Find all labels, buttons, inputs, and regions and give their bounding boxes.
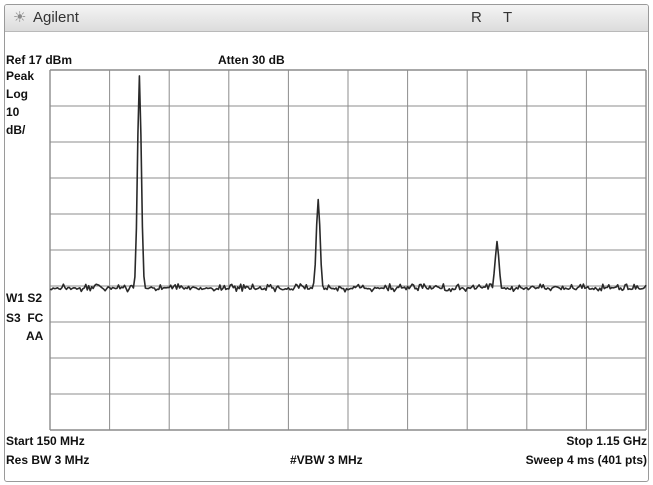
agilent-logo-icon: ☀ [13,9,27,26]
status-flag-t: T [503,9,513,26]
trace-status-line2: S3 FC [6,311,44,325]
analyzer-window: ☀ Agilent R T [4,4,649,482]
trace-status-line1: W1 S2 [6,291,43,305]
vbw-label: #VBW 3 MHz [290,453,363,467]
coupling-label: AA [26,329,44,343]
attenuation-label: Atten 30 dB [218,53,285,67]
window-title: Agilent [33,9,79,26]
ref-level-label: Ref 17 dBm [6,53,73,67]
spectrum-trace [49,75,647,293]
graticule [49,69,647,431]
detector-label: Peak [6,69,35,83]
sweep-label: Sweep 4 ms (401 pts) [525,453,647,467]
scale-unit-label: dB/ [6,123,26,137]
stop-frequency-label: Stop 1.15 GHz [566,434,647,448]
start-frequency-label: Start 150 MHz [6,434,85,448]
scale-value-label: 10 [6,105,20,119]
res-bw-label: Res BW 3 MHz [6,453,90,467]
status-flag-r: R [471,9,482,26]
title-bar: ☀ Agilent R T [5,5,648,32]
scale-type-label: Log [6,87,28,101]
